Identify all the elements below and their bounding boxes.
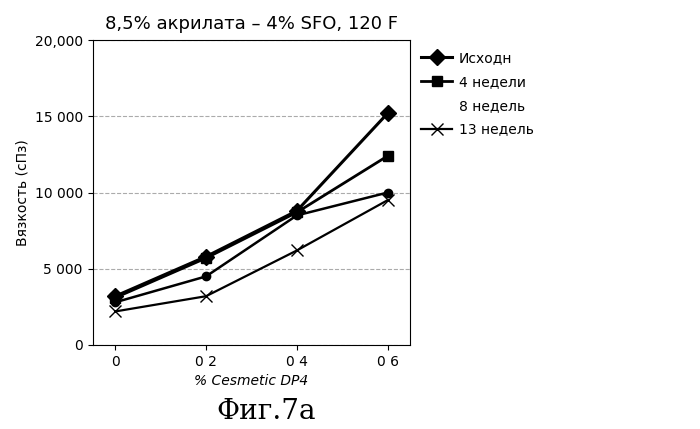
13 недель bbox=[111, 309, 120, 314]
Legend: Исходн, 4 недели, 8 недель, 13 недель: Исходн, 4 недели, 8 недель, 13 недель bbox=[417, 47, 538, 141]
13 недель bbox=[384, 198, 392, 203]
4 недели bbox=[111, 295, 120, 300]
Line: 8 недель: 8 недель bbox=[111, 188, 392, 306]
Line: 13 недель: 13 недель bbox=[110, 195, 393, 317]
4 недели bbox=[202, 256, 210, 261]
Title: 8,5% акрилата – 4% SFO, 120 F: 8,5% акрилата – 4% SFO, 120 F bbox=[105, 15, 398, 33]
13 недель bbox=[293, 248, 301, 253]
Line: 4 недели: 4 недели bbox=[111, 151, 393, 302]
8 недель bbox=[202, 274, 210, 279]
Text: Фиг.7a: Фиг.7a bbox=[216, 398, 316, 425]
8 недель bbox=[384, 190, 392, 195]
8 недель bbox=[293, 213, 301, 218]
4 недели bbox=[384, 154, 392, 159]
Исходн bbox=[111, 293, 120, 299]
Y-axis label: Вязкость (сПз): Вязкость (сПз) bbox=[15, 139, 29, 246]
X-axis label: % Cesmetic DP4: % Cesmetic DP4 bbox=[195, 374, 309, 388]
13 недель bbox=[202, 293, 210, 299]
4 недели bbox=[293, 210, 301, 215]
Line: Исходн: Исходн bbox=[110, 108, 393, 302]
8 недель bbox=[111, 300, 120, 305]
Исходн bbox=[202, 254, 210, 259]
Исходн bbox=[384, 111, 392, 116]
Исходн bbox=[293, 208, 301, 213]
